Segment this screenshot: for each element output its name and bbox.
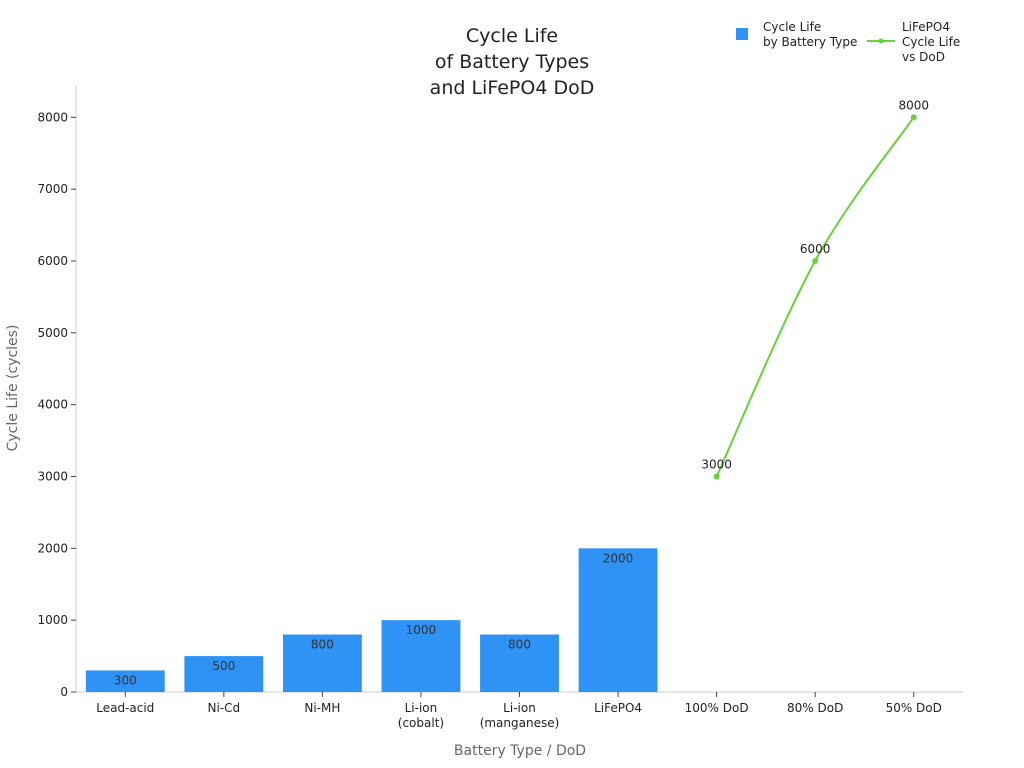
- x-tick-label: Li-ion (manganese): [480, 701, 560, 730]
- point-value-label: 6000: [800, 242, 831, 256]
- x-tick-label: Lead-acid: [96, 701, 154, 715]
- x-tick-label: 100% DoD: [685, 701, 749, 715]
- y-tick-label: 5000: [37, 326, 68, 340]
- bar: [184, 656, 264, 692]
- bar: [282, 634, 362, 692]
- line: [715, 116, 915, 477]
- point-value-label: 3000: [701, 457, 732, 471]
- bar: [85, 670, 165, 692]
- bar: [480, 634, 559, 692]
- y-tick-label: 6000: [37, 254, 68, 268]
- x-tick-label: LiFePO4: [594, 701, 642, 715]
- bar-value-label: 800: [311, 638, 334, 652]
- y-tick-label: 8000: [37, 110, 68, 124]
- x-axis-label: Battery Type / DoD: [454, 743, 586, 759]
- x-tick-label: 80% DoD: [787, 701, 843, 715]
- legend-swatch: [736, 28, 748, 40]
- chart-title: Cycle Life of Battery Types and LiFePO4 Do…: [430, 25, 595, 99]
- legend-label: Cycle Life by Battery Type: [763, 20, 857, 49]
- bar: [578, 548, 658, 692]
- legend-swatch: [878, 38, 884, 44]
- y-tick-label: 2000: [37, 541, 68, 555]
- line-point: [812, 257, 819, 264]
- bar-value-label: 300: [114, 673, 137, 687]
- y-tick-label: 1000: [37, 613, 68, 627]
- x-tick-label: 50% DoD: [886, 701, 942, 715]
- bar: [381, 620, 461, 692]
- y-axis-label: Cycle Life (cycles): [5, 325, 21, 452]
- x-tick-label: Ni-Cd: [208, 701, 241, 715]
- x-tick-label: Ni-MH: [304, 701, 340, 715]
- legend-label: LiFePO4 Cycle Life vs DoD: [902, 20, 960, 64]
- y-tick-label: 4000: [37, 398, 68, 412]
- y-tick-label: 3000: [37, 469, 68, 483]
- line-point: [910, 114, 917, 121]
- y-tick-label: 7000: [37, 182, 68, 196]
- bar-value-label: 2000: [603, 551, 634, 565]
- bar-value-label: 500: [212, 659, 235, 673]
- y-tick-label: 0: [60, 685, 68, 699]
- line-point: [713, 473, 720, 480]
- x-tick-label: Li-ion (cobalt): [398, 701, 444, 730]
- point-value-label: 8000: [898, 98, 929, 112]
- bar-value-label: 1000: [406, 623, 437, 637]
- bar-value-label: 800: [508, 638, 531, 652]
